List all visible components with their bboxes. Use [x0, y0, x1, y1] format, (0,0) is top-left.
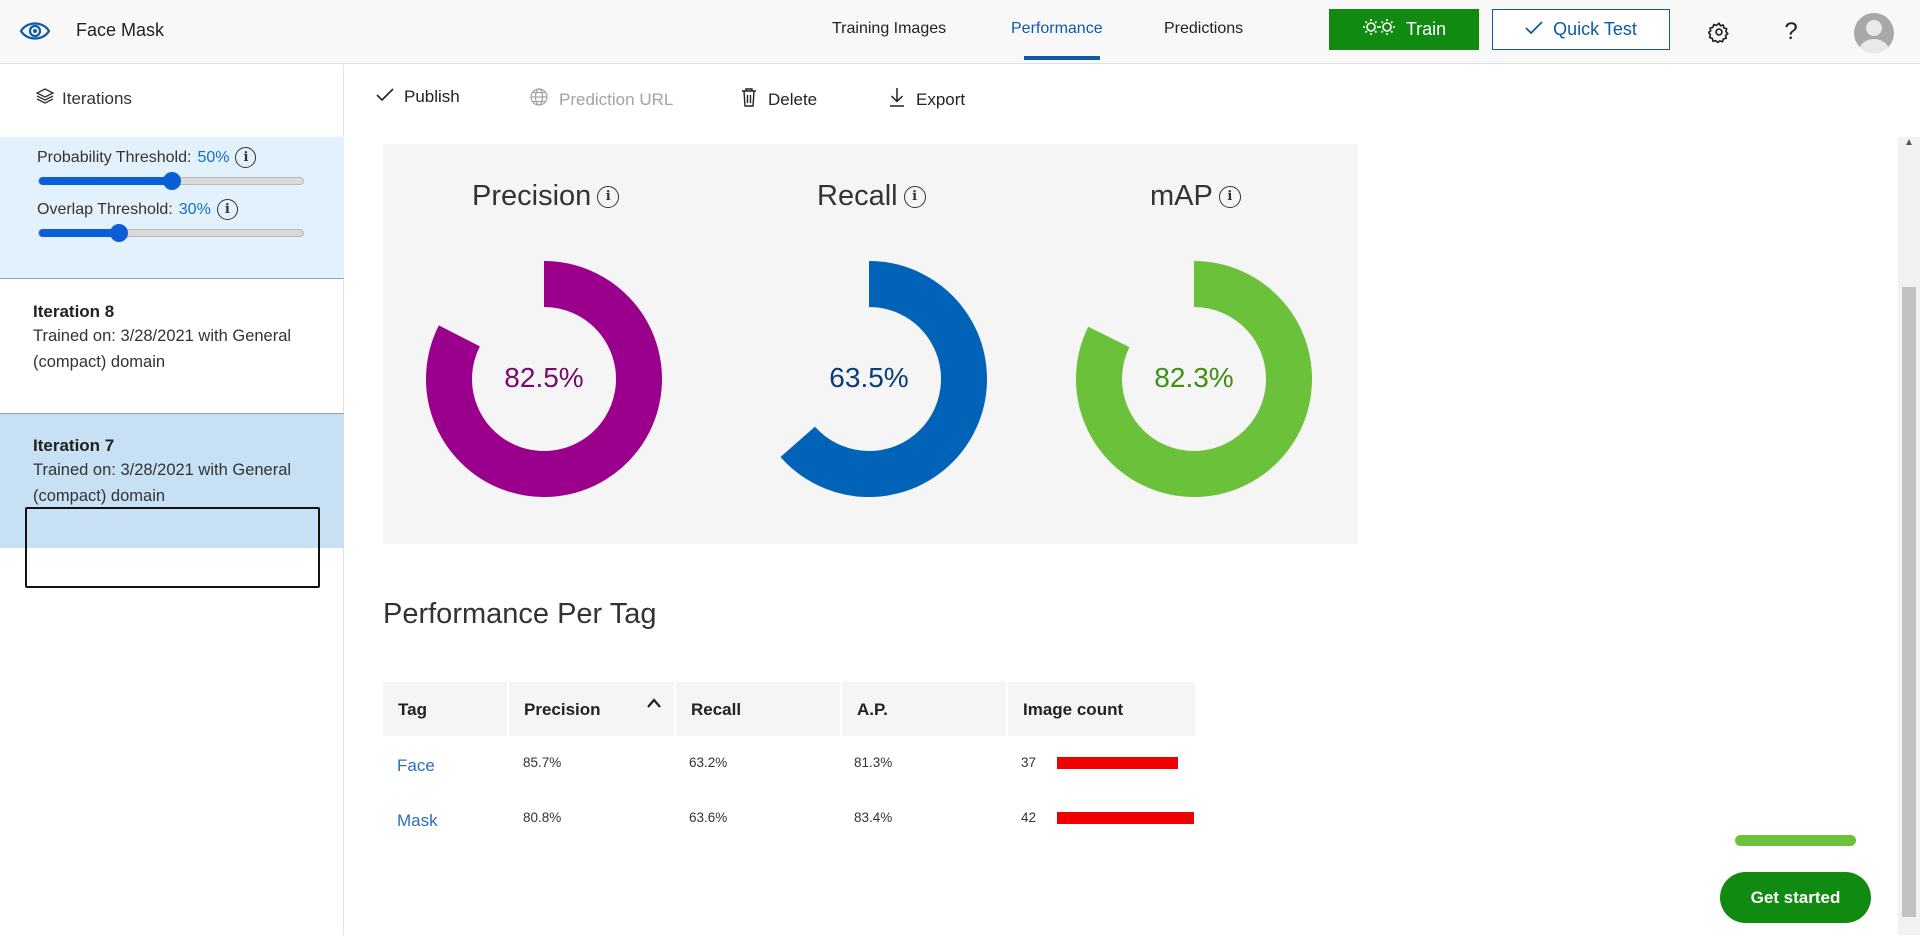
probability-slider-fill	[39, 177, 172, 185]
publish-label: Publish	[404, 87, 460, 106]
iteration-item-7[interactable]: Iteration 7 Trained on: 3/28/2021 with G…	[0, 414, 344, 548]
gears-icon	[1362, 17, 1396, 42]
iteration-item-8[interactable]: Iteration 8 Trained on: 3/28/2021 with G…	[0, 280, 344, 414]
vertical-scrollbar[interactable]: ▲	[1898, 137, 1920, 935]
layers-icon	[35, 88, 55, 109]
cell-recall: 63.2%	[689, 755, 728, 770]
recall-value: 63.5%	[829, 362, 909, 393]
probability-threshold-slider[interactable]	[38, 172, 304, 190]
cell-precision: 80.8%	[523, 810, 562, 825]
probability-threshold-label: Probability Threshold: 50% i	[37, 147, 257, 168]
iterations-label: Iterations	[62, 88, 132, 108]
iteration-title: Iteration 8	[33, 302, 115, 321]
recall-donut	[780, 261, 987, 497]
map-title: mAP i	[1150, 180, 1241, 213]
image-count-bar	[1057, 812, 1194, 824]
cell-ap: 81.3%	[854, 755, 893, 770]
prediction-url-label: Prediction URL	[559, 89, 674, 109]
info-icon[interactable]: i	[1218, 185, 1241, 208]
column-header-image-count[interactable]: Image count	[1008, 682, 1195, 736]
precision-title: Precision i	[472, 180, 620, 213]
cell-image-count: 42	[1021, 810, 1037, 825]
overlap-threshold-value: 30%	[178, 200, 211, 218]
delete-label: Delete	[768, 89, 818, 109]
train-label: Train	[1405, 19, 1447, 39]
overlap-slider-fill	[39, 229, 119, 237]
quick-test-label: Quick Test	[1553, 19, 1637, 39]
check-icon	[1525, 19, 1543, 40]
precision-title-text: Precision	[472, 180, 592, 212]
map-value: 82.3%	[1154, 362, 1234, 393]
delete-button[interactable]: Delete	[740, 87, 817, 112]
tag-link-face[interactable]: Face	[397, 756, 435, 775]
recall-title: Recall i	[817, 180, 926, 213]
column-header-precision[interactable]: Precision	[509, 682, 674, 736]
precision-donut	[426, 261, 662, 497]
scroll-up-arrow-icon[interactable]: ▲	[1904, 137, 1914, 148]
tab-training-images[interactable]: Training Images	[832, 20, 947, 37]
project-name: Face Mask	[76, 20, 165, 40]
info-icon[interactable]: i	[235, 147, 257, 168]
column-header-ap[interactable]: A.P.	[842, 682, 1006, 736]
scrollbar-thumb[interactable]	[1902, 287, 1916, 917]
map-arc	[1076, 261, 1312, 497]
iteration-description: Trained on: 3/28/2021 with General (comp…	[33, 327, 292, 371]
export-label: Export	[916, 89, 966, 109]
info-icon[interactable]: i	[903, 185, 926, 208]
iteration-title: Iteration 7	[33, 436, 115, 455]
recall-title-text: Recall	[817, 180, 898, 212]
overlap-threshold-text: Overlap Threshold:	[37, 200, 173, 218]
check-icon	[376, 87, 394, 107]
cell-image-count: 37	[1021, 755, 1037, 770]
trash-icon	[740, 87, 758, 112]
tag-link-mask[interactable]: Mask	[397, 811, 438, 830]
help-icon[interactable]: ?	[1784, 18, 1798, 45]
sort-ascending-icon	[646, 694, 662, 714]
probability-threshold-text: Probability Threshold:	[37, 148, 192, 166]
cell-recall: 63.6%	[689, 810, 728, 825]
info-icon[interactable]: i	[597, 185, 620, 208]
iteration-description: Trained on: 3/28/2021 with General (comp…	[33, 461, 292, 505]
prediction-url-button[interactable]: Prediction URL	[529, 87, 673, 112]
get-started-progress	[1735, 835, 1856, 846]
column-header-tag[interactable]: Tag	[383, 682, 507, 736]
get-started-button[interactable]: Get started	[1720, 872, 1871, 923]
metrics-panel: Precision i Recall i mAP i 82.5% 63.5% 8…	[383, 144, 1358, 544]
overlap-threshold-slider[interactable]	[38, 224, 304, 242]
eye-icon[interactable]	[18, 14, 52, 48]
precision-arc	[426, 261, 662, 497]
recall-arc	[780, 261, 987, 497]
map-donut	[1076, 261, 1312, 497]
column-header-precision-label: Precision	[524, 700, 601, 719]
probability-threshold-value: 50%	[197, 148, 230, 166]
gear-icon[interactable]	[1703, 16, 1735, 48]
publish-button[interactable]: Publish	[376, 87, 460, 107]
user-avatar-icon[interactable]	[1854, 13, 1894, 53]
top-bar: Face Mask Training Images Performance Pr…	[0, 0, 1920, 64]
sidebar: Iterations Probability Threshold: 50% i …	[0, 65, 344, 935]
cell-ap: 83.4%	[854, 810, 893, 825]
map-title-text: mAP	[1150, 180, 1213, 212]
globe-icon	[529, 87, 549, 112]
info-icon[interactable]: i	[216, 199, 238, 220]
iterations-header[interactable]: Iterations	[35, 88, 132, 109]
cell-precision: 85.7%	[523, 755, 562, 770]
quick-test-button[interactable]: Quick Test	[1492, 9, 1670, 50]
threshold-panel: Probability Threshold: 50% i Overlap Thr…	[0, 137, 344, 279]
tab-performance[interactable]: Performance	[1011, 20, 1103, 37]
performance-per-tag-title: Performance Per Tag	[383, 598, 657, 630]
overlap-slider-thumb[interactable]	[109, 224, 128, 242]
download-icon	[888, 87, 906, 112]
overlap-threshold-label: Overlap Threshold: 30% i	[37, 199, 238, 220]
probability-slider-thumb[interactable]	[163, 172, 181, 190]
tab-predictions[interactable]: Predictions	[1164, 20, 1244, 37]
train-button[interactable]: Train	[1329, 9, 1479, 50]
focus-outline	[25, 507, 320, 588]
image-count-bar	[1057, 757, 1178, 769]
column-header-recall[interactable]: Recall	[676, 682, 840, 736]
precision-value: 82.5%	[504, 362, 584, 393]
divider	[0, 413, 344, 414]
export-button[interactable]: Export	[888, 87, 965, 112]
active-tab-underline	[1024, 56, 1100, 60]
